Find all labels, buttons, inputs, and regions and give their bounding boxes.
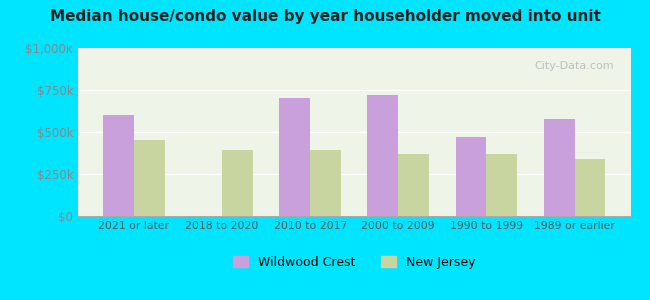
Bar: [134, 140, 165, 216]
Bar: [280, 98, 310, 216]
Bar: [222, 151, 253, 216]
Bar: [103, 115, 134, 216]
Bar: [398, 154, 429, 216]
Bar: [575, 159, 605, 216]
Bar: [486, 154, 517, 216]
Bar: [456, 137, 486, 216]
Legend: Wildwood Crest, New Jersey: Wildwood Crest, New Jersey: [228, 250, 480, 274]
Bar: [310, 151, 341, 216]
Bar: [367, 95, 398, 216]
Text: City-Data.com: City-Data.com: [534, 61, 614, 71]
Text: Median house/condo value by year householder moved into unit: Median house/condo value by year househo…: [49, 9, 601, 24]
Bar: [543, 118, 575, 216]
